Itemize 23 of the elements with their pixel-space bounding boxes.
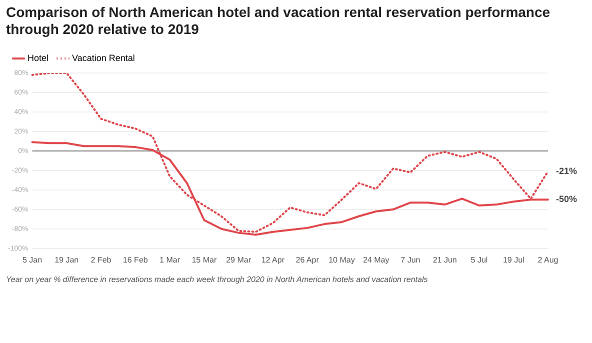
x-tick-label: 12 Apr [261, 255, 285, 264]
x-tick-label: 19 Jul [502, 255, 525, 264]
x-tick-label: 5 Jul [470, 255, 488, 264]
x-tick-label: 15 Mar [192, 255, 217, 264]
annotation: -21% [556, 166, 578, 176]
legend-label: Vacation Rental [72, 52, 135, 63]
x-tick-label: 1 Mar [160, 255, 180, 264]
x-tick-label: 2 Feb [90, 255, 112, 264]
x-tick-label: 16 Feb [122, 255, 148, 264]
x-tick-label: 29 Mar [226, 255, 252, 264]
x-tick-label: 21 Jun [432, 255, 457, 264]
x-tick-label: 10 May [328, 255, 355, 264]
x-tick-label: 2 Aug [538, 255, 558, 264]
x-tick-label: 24 May [362, 255, 390, 264]
text: Year on year % difference in reservations made each week through 2020 in North American hotels and vacation rentals [6, 275, 428, 284]
x-tick-label: 5 Jan [22, 255, 42, 264]
annotation: -50% [556, 194, 578, 204]
legend-label: Hotel [28, 52, 49, 63]
chart-title: Comparison of North American hotel and vacation rental reservation performance through 2020 relative to 2019 [6, 4, 552, 38]
line-series [31, 73, 549, 233]
x-tick-label: 26 Apr [296, 255, 320, 264]
x-tick-label: 7 Jun [400, 255, 420, 264]
x-tick-label: 19 Jan [54, 255, 79, 264]
